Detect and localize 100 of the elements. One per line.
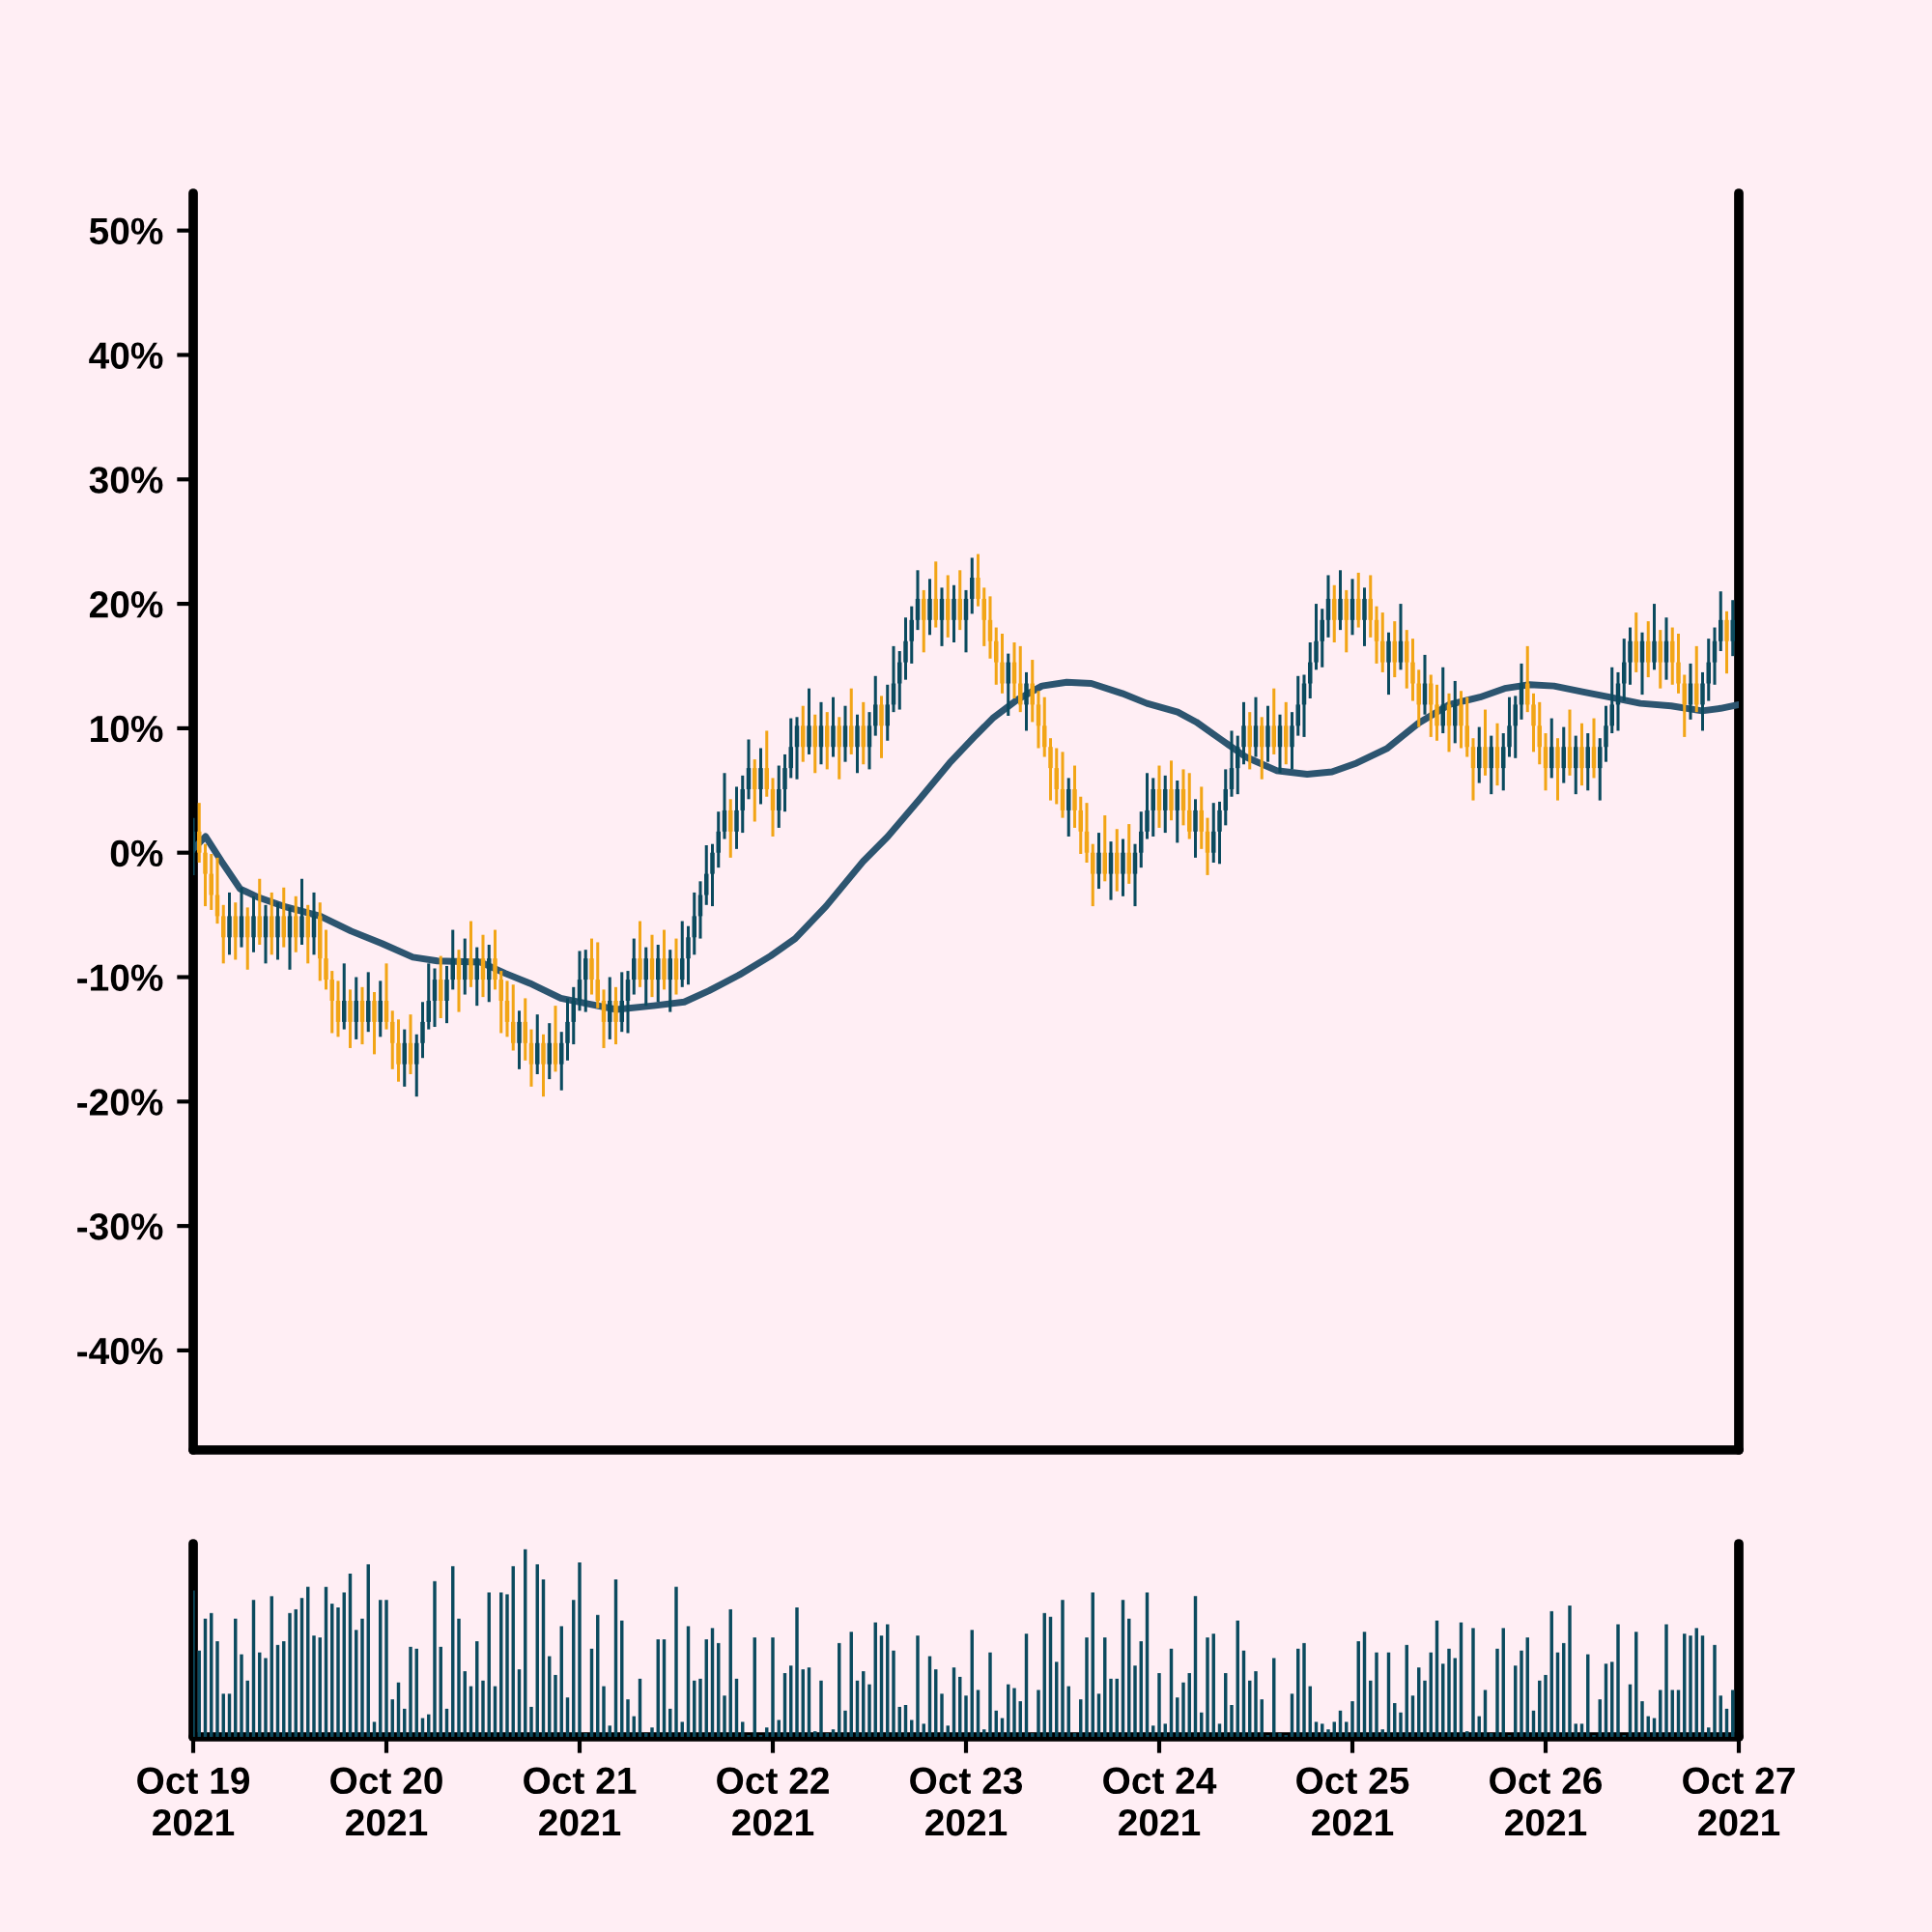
candlestick — [203, 843, 208, 908]
candlestick — [275, 902, 280, 960]
bar — [1037, 1690, 1040, 1737]
bar — [946, 1725, 950, 1737]
y-tick-label: -10% — [77, 964, 163, 991]
bar — [1544, 1674, 1548, 1737]
candlestick — [613, 985, 618, 1046]
y-tick-label: -30% — [77, 1213, 163, 1240]
bar — [1254, 1671, 1258, 1737]
x-tick-label: Oct 21 2021 — [524, 1767, 637, 1836]
candlestick — [1579, 723, 1584, 787]
candlestick — [1284, 700, 1289, 765]
candlestick — [1308, 642, 1313, 698]
candlestick — [903, 617, 908, 680]
bar — [1278, 1733, 1282, 1737]
candlestick — [396, 1019, 401, 1082]
x-tick-label: Oct 27 2021 — [1683, 1767, 1795, 1836]
x-tick-label: Oct 25 2021 — [1296, 1767, 1409, 1836]
bar — [1012, 1688, 1016, 1737]
candlestick — [1066, 778, 1071, 837]
candlestick — [1700, 670, 1705, 731]
bar — [602, 1686, 606, 1737]
bar — [384, 1600, 388, 1737]
bar — [1345, 1721, 1349, 1737]
bar — [1332, 1721, 1336, 1737]
candlestick — [1091, 843, 1095, 908]
bar — [988, 1652, 992, 1737]
bar — [457, 1618, 461, 1737]
candlestick — [1265, 705, 1270, 762]
y-tick-label: -40% — [77, 1337, 163, 1365]
bar — [825, 1733, 829, 1737]
candlestick — [927, 579, 932, 636]
candlestick — [1338, 570, 1343, 632]
bar — [916, 1635, 920, 1737]
candlestick — [1169, 760, 1174, 822]
bar — [1520, 1650, 1523, 1737]
candlestick — [994, 627, 999, 685]
candlestick — [1018, 644, 1023, 714]
bar — [193, 1590, 195, 1737]
candlestick — [758, 748, 763, 805]
bar — [1375, 1652, 1378, 1737]
bar — [1640, 1701, 1644, 1737]
candlestick — [855, 714, 860, 774]
bar — [819, 1680, 823, 1737]
bar — [336, 1607, 340, 1737]
candlestick — [1531, 692, 1536, 753]
candlestick — [372, 991, 377, 1055]
bar — [644, 1733, 648, 1737]
candlestick — [420, 1002, 425, 1059]
candlestick — [1217, 800, 1222, 865]
bar — [360, 1618, 364, 1737]
candlestick — [227, 891, 232, 955]
candlestick — [1410, 639, 1415, 701]
bar — [1302, 1642, 1306, 1737]
candlestick — [1048, 738, 1053, 801]
candlestick — [1115, 829, 1120, 892]
bar — [1447, 1648, 1451, 1737]
bar — [867, 1684, 871, 1737]
bar — [1707, 1727, 1711, 1737]
candlestick — [511, 984, 516, 1051]
bar — [674, 1586, 678, 1737]
bar — [1664, 1624, 1668, 1737]
bar — [312, 1635, 316, 1737]
candlestick — [1314, 604, 1319, 670]
bar — [529, 1706, 533, 1737]
candlestick — [1260, 717, 1264, 780]
bar — [1350, 1701, 1354, 1737]
candlestick — [831, 696, 836, 757]
candlestick — [559, 1032, 564, 1091]
candlestick — [662, 929, 667, 990]
bar — [1085, 1637, 1089, 1737]
bar — [481, 1680, 485, 1737]
y-tick-label: -20% — [77, 1089, 163, 1116]
candlestick — [710, 843, 715, 908]
candlestick — [541, 1033, 546, 1098]
candlestick — [782, 753, 787, 813]
bar — [372, 1721, 377, 1737]
bar — [578, 1562, 582, 1737]
bar — [554, 1674, 557, 1737]
candlestick — [1236, 735, 1240, 796]
candlestick — [1483, 709, 1488, 776]
y-tick-label: 10% — [91, 715, 163, 743]
bar — [813, 1731, 817, 1737]
candlestick — [981, 587, 986, 646]
bar — [505, 1594, 509, 1737]
candlestick — [1724, 610, 1729, 675]
x-tick-label: Oct 26 2021 — [1490, 1767, 1603, 1836]
x-tick-label: Oct 23 2021 — [910, 1767, 1023, 1836]
candlestick — [638, 921, 642, 987]
bar — [433, 1580, 437, 1737]
bar — [1399, 1712, 1403, 1737]
candlestick — [444, 964, 449, 1025]
bar — [1072, 1733, 1077, 1737]
bar — [1423, 1680, 1427, 1737]
candlestick — [1332, 584, 1337, 643]
candlestick — [1096, 833, 1101, 891]
bar — [1314, 1721, 1319, 1737]
candlestick — [1139, 811, 1144, 869]
candlestick — [348, 989, 353, 1048]
candlestick — [1356, 571, 1361, 628]
